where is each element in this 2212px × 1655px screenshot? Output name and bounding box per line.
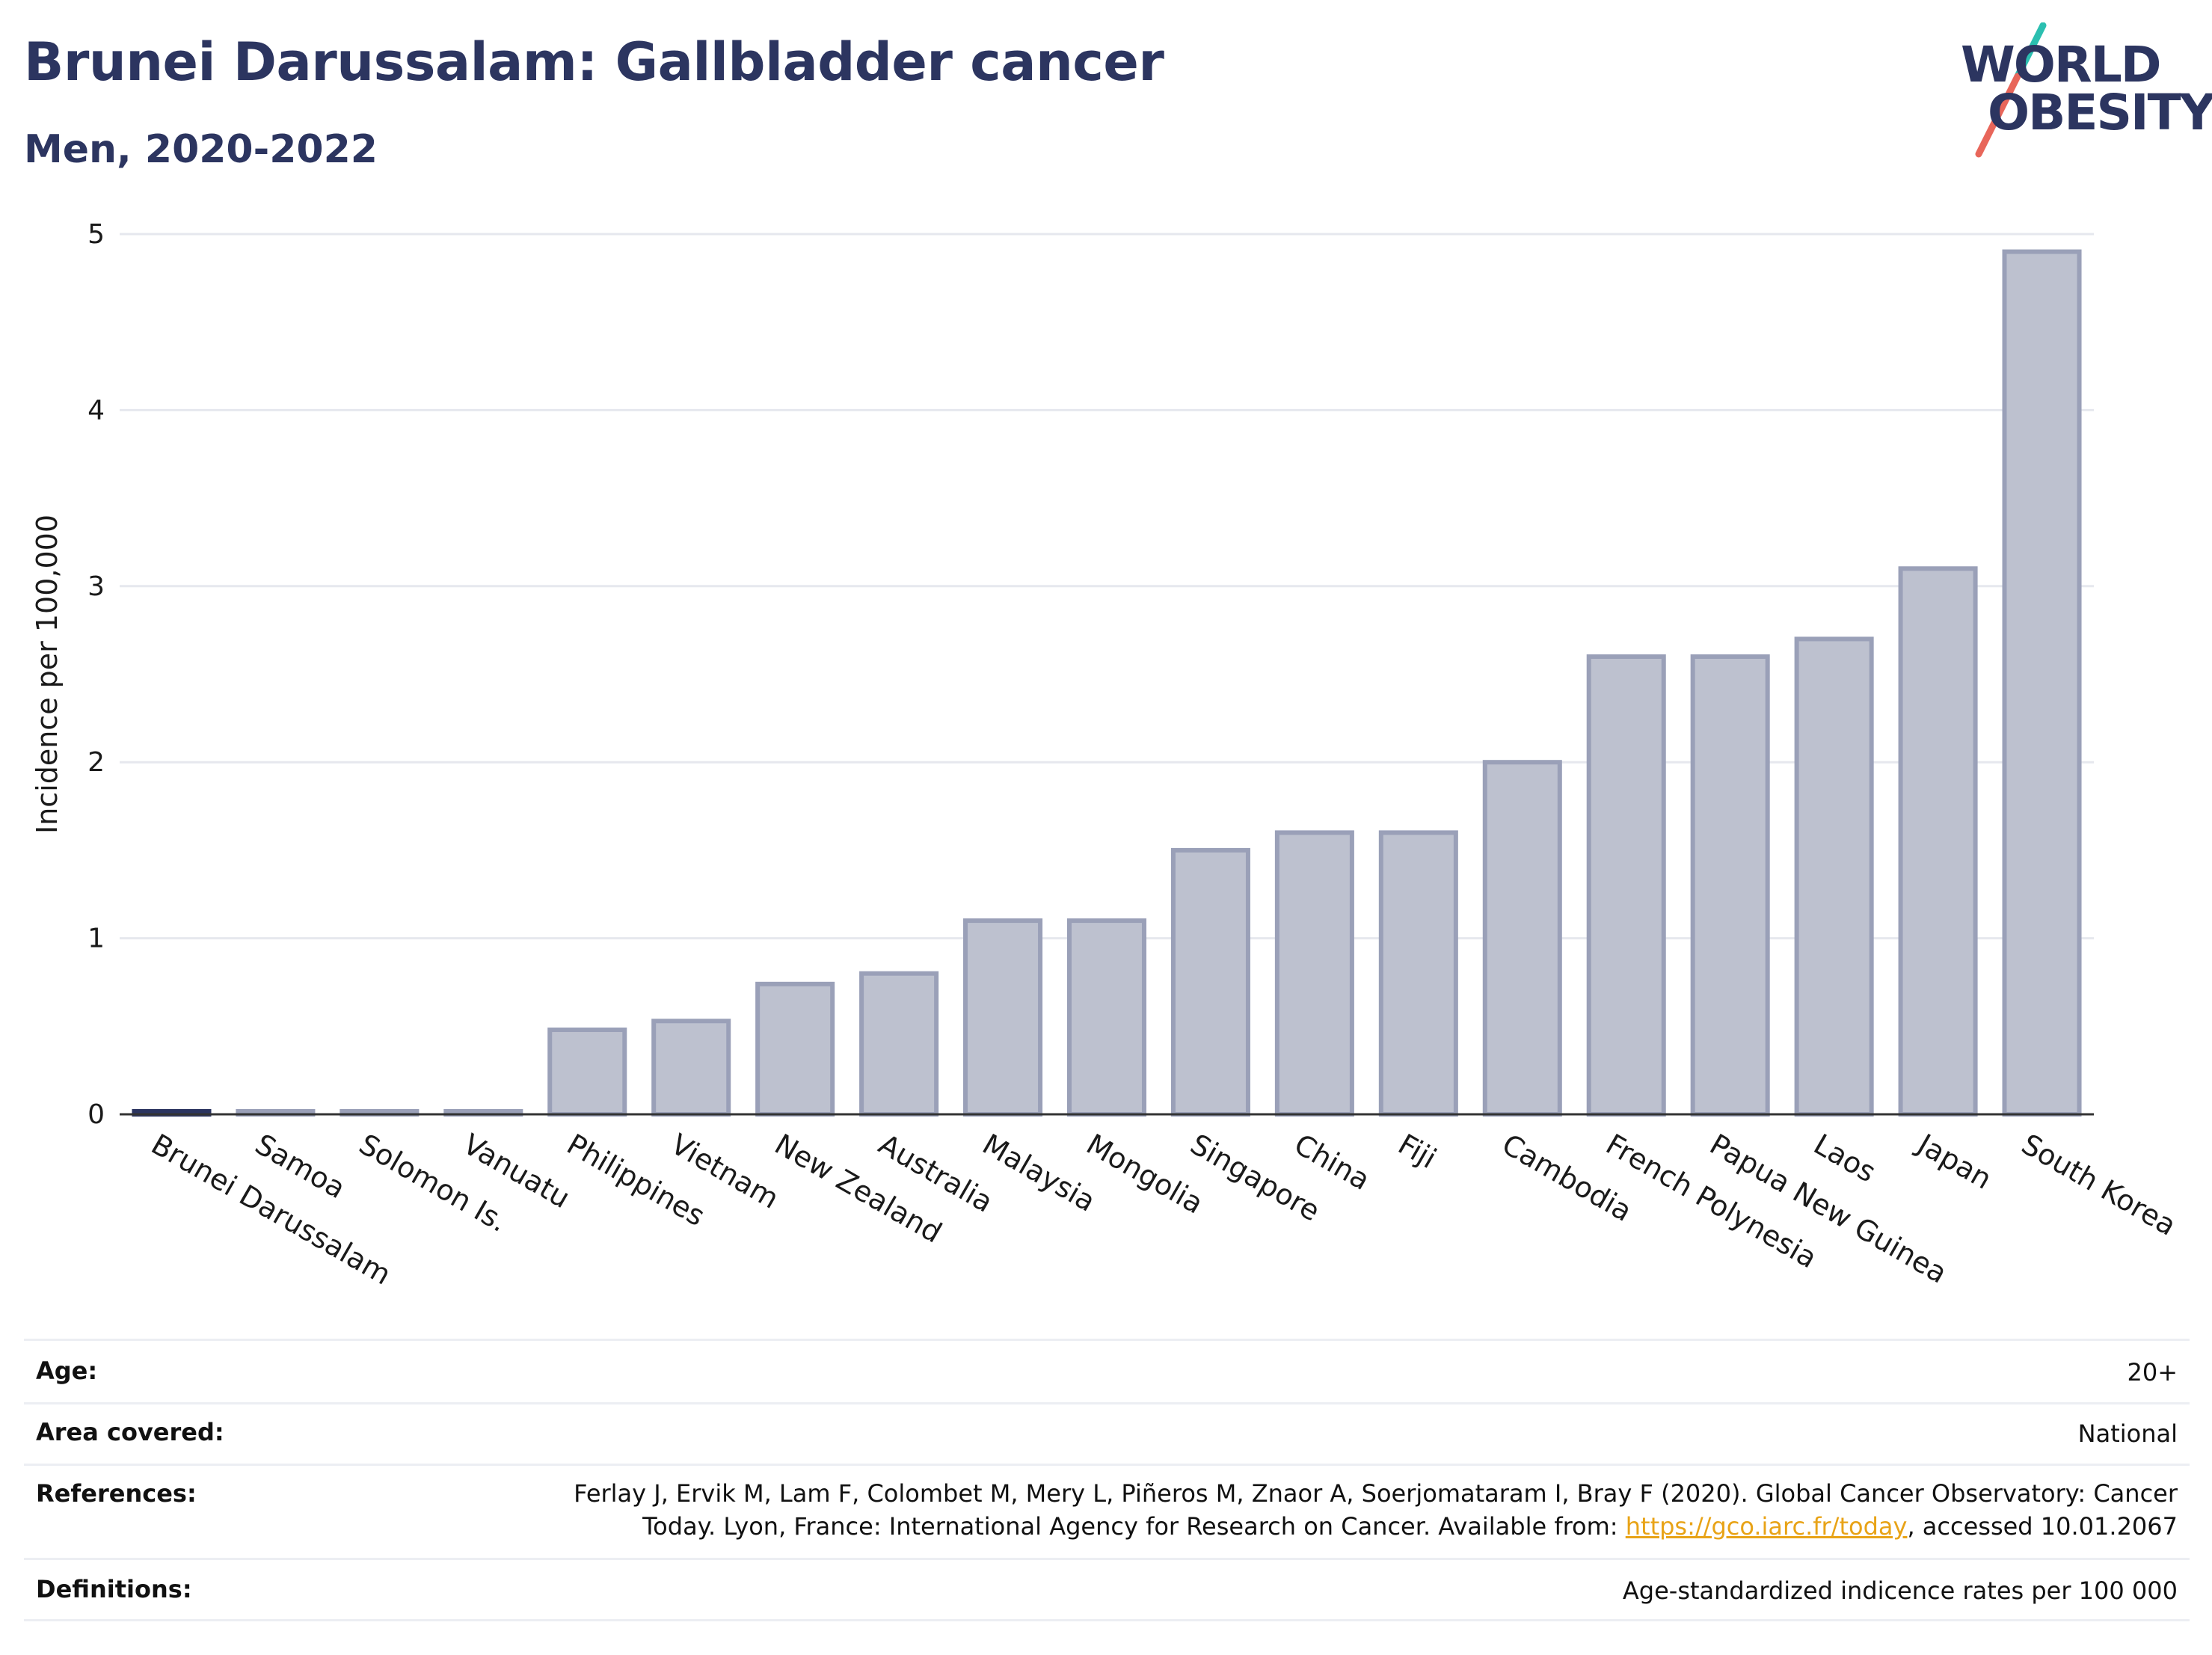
chart-subtitle: Men, 2020-2022 bbox=[24, 127, 378, 172]
bar bbox=[1898, 566, 1978, 1117]
logo-text-world: WORLD bbox=[1961, 36, 2162, 93]
y-tick-label: 4 bbox=[87, 395, 105, 426]
info-label: References: bbox=[36, 1479, 197, 1508]
bar bbox=[963, 918, 1043, 1117]
y-tick-label: 0 bbox=[87, 1099, 105, 1130]
info-table: Age: 20+ Area covered: National Referenc… bbox=[24, 1339, 2190, 1621]
bar bbox=[1794, 636, 1874, 1117]
y-tick-label: 3 bbox=[87, 571, 105, 602]
y-tick-label: 2 bbox=[87, 747, 105, 778]
info-value: Ferlay J, Ervik M, Lam F, Colombet M, Me… bbox=[574, 1477, 2178, 1543]
bar bbox=[1378, 830, 1458, 1117]
info-row-definitions: Definitions: Age-standardized indicence … bbox=[24, 1558, 2190, 1621]
x-tick-label: Japan bbox=[1911, 1127, 1997, 1196]
reference-text: Today. Lyon, France: International Agenc… bbox=[642, 1512, 1626, 1541]
bar bbox=[651, 1019, 731, 1117]
bar bbox=[859, 971, 939, 1117]
chart-title: Brunei Darussalam: Gallbladder cancer bbox=[24, 31, 1164, 93]
world-obesity-logo: WORLD OBESITY bbox=[1944, 22, 2212, 165]
info-label: Definitions: bbox=[36, 1575, 192, 1603]
reference-accessed: , accessed 10.01.2067 bbox=[1907, 1512, 2178, 1541]
reference-line-1: Ferlay J, Ervik M, Lam F, Colombet M, Me… bbox=[574, 1479, 2178, 1508]
bar bbox=[1274, 830, 1354, 1117]
x-tick-label: Laos bbox=[1808, 1128, 1881, 1189]
reference-line-2: Today. Lyon, France: International Agenc… bbox=[574, 1510, 2178, 1543]
info-value: National bbox=[2077, 1419, 2178, 1448]
info-label: Area covered: bbox=[36, 1418, 224, 1446]
logo-text-obesity: OBESITY bbox=[1988, 84, 2212, 141]
bar bbox=[1690, 654, 1770, 1117]
bar bbox=[547, 1028, 627, 1117]
x-tick-label: Fiji bbox=[1392, 1128, 1442, 1175]
y-tick-label: 1 bbox=[87, 924, 105, 954]
bar bbox=[2002, 249, 2082, 1117]
info-label: Age: bbox=[36, 1357, 98, 1385]
x-tick-label: South Korea bbox=[2016, 1128, 2181, 1242]
info-row-area: Area covered: National bbox=[24, 1402, 2190, 1466]
bar bbox=[1170, 847, 1250, 1117]
bar bbox=[1482, 760, 1562, 1117]
y-tick-label: 5 bbox=[87, 219, 105, 250]
reference-link[interactable]: https://gco.iarc.fr/today bbox=[1625, 1512, 1908, 1541]
x-tick-label: Malaysia bbox=[977, 1128, 1102, 1218]
y-axis-label: Incidence per 100,000 bbox=[31, 515, 64, 834]
info-row-age: Age: 20+ bbox=[24, 1341, 2190, 1404]
info-value: 20+ bbox=[2127, 1358, 2178, 1387]
bar bbox=[755, 981, 835, 1117]
logo-slash-icon bbox=[1975, 22, 2047, 158]
info-value: Age-standardized indicence rates per 100… bbox=[1622, 1576, 2178, 1605]
x-tick-label: Mongolia bbox=[1081, 1128, 1209, 1220]
bar bbox=[1586, 654, 1666, 1117]
info-row-references: References: Ferlay J, Ervik M, Lam F, Co… bbox=[24, 1464, 2190, 1560]
bar bbox=[1066, 918, 1147, 1117]
